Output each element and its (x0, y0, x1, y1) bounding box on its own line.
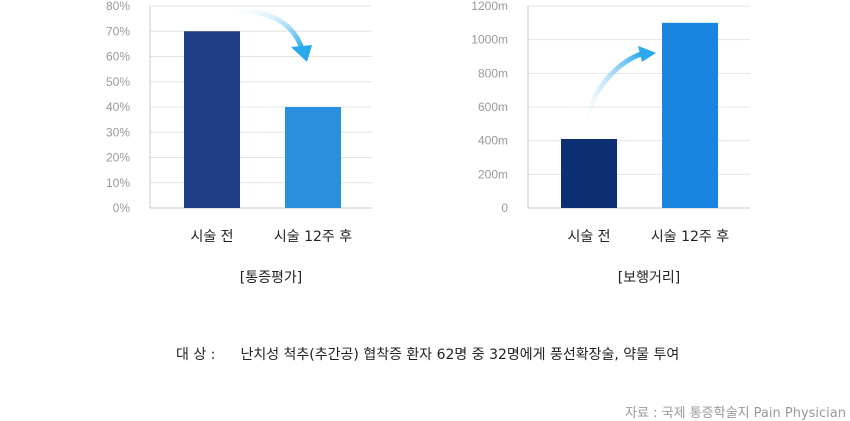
footnote-text: 난치성 척추(추간공) 협착증 환자 62명 중 32명에게 풍선확장술, 약물… (240, 347, 680, 363)
y-tick-label: 20% (106, 151, 130, 165)
y-tick-label: 40% (106, 100, 130, 114)
walking-chart: 0 200m 400m 600m 800m 1000m 1200m 시술 전 시술 12주 후 [… (471, 0, 750, 286)
source-note: 자료 : 국제 통증학술지 Pain Physician (625, 406, 846, 421)
y-tick-label: 400m (478, 134, 508, 148)
y-tick-label: 50% (106, 75, 130, 89)
y-tick-label: 1000m (471, 33, 508, 47)
y-tick-label: 10% (106, 176, 130, 190)
x-tick-label: 시술 전 (567, 229, 610, 245)
trend-arrow-head (638, 45, 656, 62)
y-tick-label: 30% (106, 125, 130, 139)
x-tick-label: 시술 12주 후 (274, 229, 352, 245)
y-tick-label: 0 (501, 201, 508, 215)
pain-chart: 0% 10% 20% 30% 40% 50% 60% 70% 80% 시술 전 시술 12주 후 [통… (106, 0, 372, 286)
trend-arrow-shaft (231, 8, 305, 52)
bar (184, 31, 240, 208)
bar (662, 22, 718, 209)
x-tick-label: 시술 전 (190, 229, 233, 245)
y-tick-label: 1200m (471, 0, 508, 13)
footnote: 대 상 : 난치성 척추(추간공) 협착증 환자 62명 중 32명에게 풍선확… (176, 344, 679, 364)
bar (285, 107, 341, 208)
charts-svg: 0% 10% 20% 30% 40% 50% 60% 70% 80% 시술 전 시술 12주 후 [통… (106, 0, 750, 286)
chart-title: [통증평가] (240, 270, 302, 286)
trend-arrow-shaft (584, 51, 645, 126)
y-tick-label: 70% (106, 24, 130, 38)
y-tick-label: 200m (478, 167, 508, 181)
footnote-label: 대 상 : (176, 347, 216, 363)
y-tick-label: 800m (478, 66, 508, 80)
y-tick-label: 0% (113, 201, 131, 215)
bar (561, 138, 617, 208)
trend-arrow-head (291, 45, 312, 62)
chart-title: [보행거리] (618, 270, 680, 286)
y-tick-label: 80% (106, 0, 130, 13)
y-tick-label: 60% (106, 50, 130, 64)
x-tick-label: 시술 12주 후 (651, 229, 729, 245)
y-tick-label: 600m (478, 100, 508, 114)
